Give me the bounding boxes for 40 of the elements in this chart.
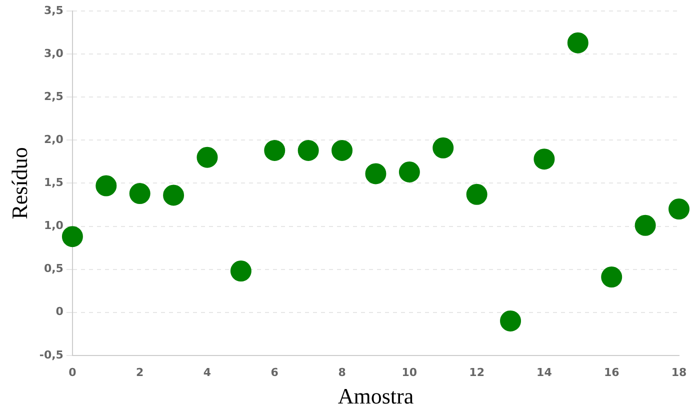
x-tick-label: 0 bbox=[68, 366, 77, 379]
point bbox=[500, 310, 522, 332]
x-tick-label: 14 bbox=[536, 366, 552, 379]
point bbox=[567, 32, 588, 54]
point bbox=[230, 260, 252, 282]
y-axis-title: Resíduo bbox=[6, 147, 32, 220]
point bbox=[298, 140, 319, 161]
y-tick-label: -0,5 bbox=[39, 348, 64, 362]
x-tick-label: 18 bbox=[671, 366, 687, 379]
y-tick-label: 0 bbox=[56, 305, 64, 318]
x-tick-label: 8 bbox=[338, 366, 346, 379]
point bbox=[534, 148, 555, 170]
x-tick-label: 16 bbox=[604, 366, 620, 379]
y-tick-label: 1,0 bbox=[44, 219, 64, 232]
point bbox=[196, 146, 218, 168]
x-tick-label: 2 bbox=[136, 366, 144, 379]
point bbox=[62, 226, 83, 248]
x-tick-label: 12 bbox=[469, 366, 484, 379]
point bbox=[398, 162, 420, 183]
point bbox=[129, 183, 150, 204]
point bbox=[466, 184, 488, 205]
point bbox=[634, 214, 656, 236]
y-tick-label: 1,5 bbox=[44, 176, 64, 190]
point bbox=[432, 137, 454, 158]
point bbox=[601, 266, 622, 288]
x-tick-label: 4 bbox=[203, 366, 212, 379]
point bbox=[668, 198, 690, 220]
point bbox=[163, 184, 184, 206]
x-tick-label: 10 bbox=[402, 366, 418, 379]
point bbox=[332, 140, 353, 161]
x-axis-title: Amostra bbox=[338, 384, 414, 409]
x-tick-label: 6 bbox=[270, 366, 279, 379]
y-tick-label: 2,5 bbox=[44, 90, 64, 103]
y-tick-label: 0,5 bbox=[44, 262, 64, 276]
point bbox=[96, 175, 117, 196]
y-tick-label: 3,0 bbox=[44, 46, 64, 60]
point bbox=[264, 140, 286, 161]
y-tick-label: 2,0 bbox=[44, 133, 64, 146]
y-tick-label: 3,5 bbox=[44, 4, 64, 17]
point bbox=[365, 163, 386, 184]
